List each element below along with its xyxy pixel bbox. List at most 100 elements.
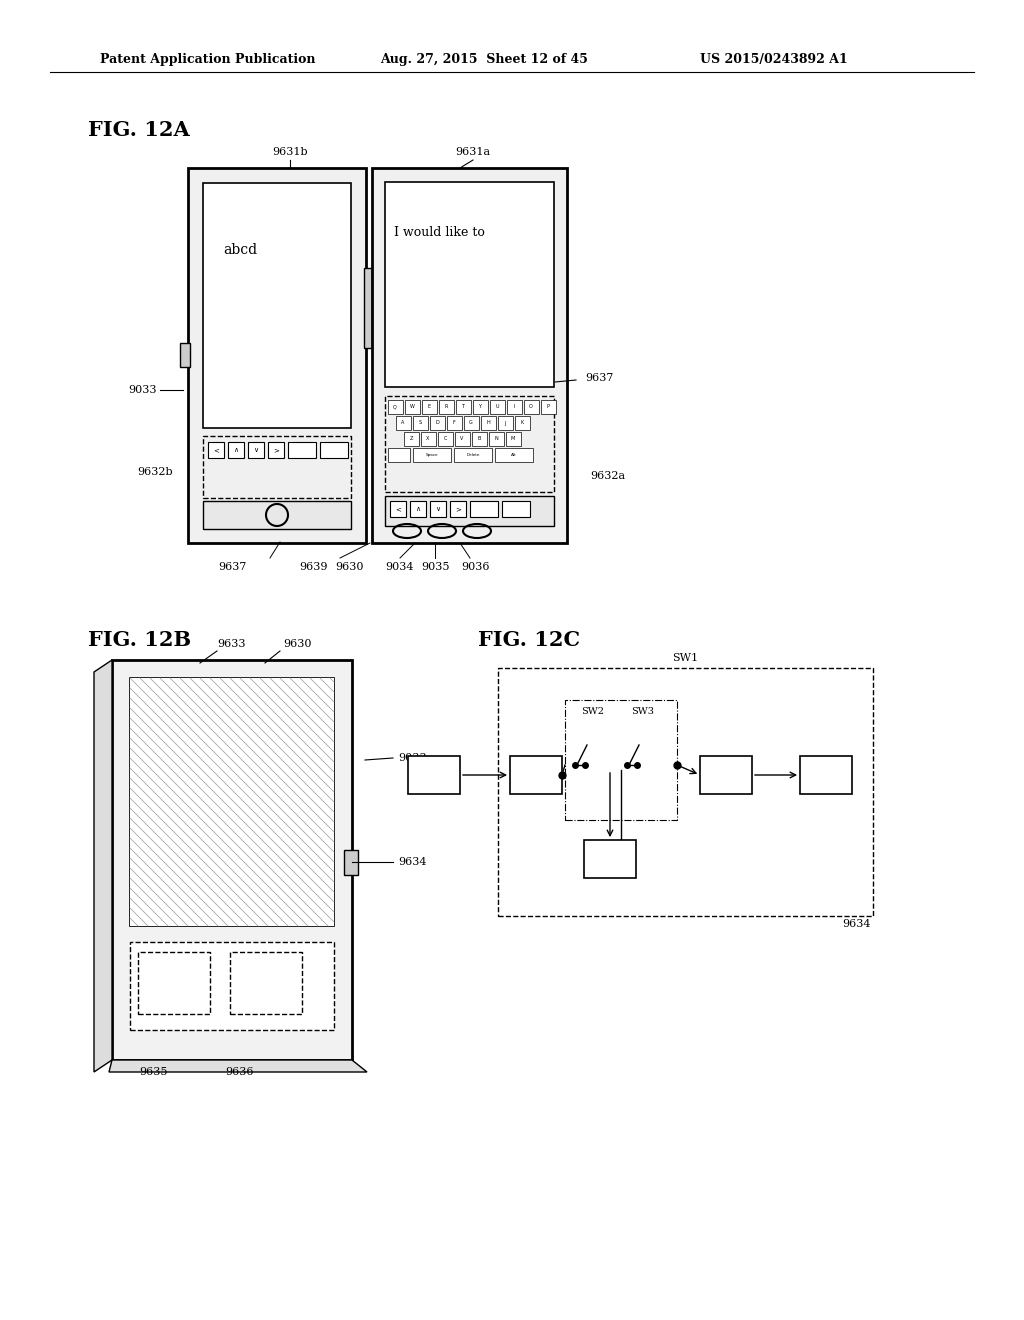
Text: 9036: 9036 (461, 562, 489, 572)
Bar (408, 756, 460, 795)
Text: Aug. 27, 2015  Sheet 12 of 45: Aug. 27, 2015 Sheet 12 of 45 (380, 54, 588, 66)
Text: X: X (426, 437, 430, 441)
Text: 9638: 9638 (712, 770, 740, 780)
Text: ∨: ∨ (253, 447, 259, 453)
Bar (388, 400, 403, 414)
Text: U: U (496, 404, 499, 409)
Text: W: W (410, 404, 415, 409)
Bar (344, 850, 358, 875)
Text: 9636: 9636 (522, 770, 550, 780)
Text: Space: Space (426, 453, 438, 457)
Text: I: I (513, 404, 515, 409)
Bar (430, 416, 445, 430)
Bar (438, 432, 453, 446)
Text: SW3: SW3 (632, 708, 654, 717)
Text: O: O (529, 404, 532, 409)
Bar (248, 442, 264, 458)
Bar (541, 400, 556, 414)
Text: F: F (453, 421, 456, 425)
Bar (230, 952, 302, 1014)
Text: SW2: SW2 (582, 708, 604, 717)
Bar (490, 400, 505, 414)
Bar (410, 502, 426, 517)
Bar (470, 502, 498, 517)
Bar (385, 396, 554, 492)
Bar (502, 502, 530, 517)
Text: 9630: 9630 (284, 639, 312, 649)
Bar (584, 840, 636, 878)
Bar (138, 952, 210, 1014)
Bar (421, 432, 436, 446)
Text: 9635: 9635 (138, 1067, 167, 1077)
Text: D: D (435, 421, 439, 425)
Text: E: E (427, 404, 430, 409)
Text: 9631a: 9631a (456, 147, 490, 157)
Text: R: R (444, 404, 447, 409)
Text: >: > (455, 506, 461, 512)
Text: Alt: Alt (511, 453, 517, 457)
Text: 9034: 9034 (386, 562, 415, 572)
Text: M: M (511, 437, 515, 441)
Bar (450, 502, 466, 517)
Bar (203, 183, 351, 428)
Text: Patent Application Publication: Patent Application Publication (100, 54, 315, 66)
Bar (413, 447, 451, 462)
Polygon shape (94, 660, 112, 1072)
Bar (489, 432, 504, 446)
Bar (203, 502, 351, 529)
Bar (507, 400, 522, 414)
Bar (203, 436, 351, 498)
Text: 9033: 9033 (398, 752, 427, 763)
Bar (268, 442, 284, 458)
Bar (515, 416, 530, 430)
Bar (800, 756, 852, 795)
Text: 9637: 9637 (218, 562, 246, 572)
Bar (510, 756, 562, 795)
Bar (208, 442, 224, 458)
Bar (130, 942, 334, 1030)
Text: 9035: 9035 (421, 562, 450, 572)
Text: 9632b: 9632b (137, 467, 173, 477)
Bar (388, 447, 410, 462)
Text: G: G (469, 421, 473, 425)
Bar (112, 660, 352, 1060)
Bar (439, 400, 454, 414)
Polygon shape (109, 1060, 367, 1072)
Bar (372, 168, 567, 543)
Text: US 2015/0243892 A1: US 2015/0243892 A1 (700, 54, 848, 66)
Bar (700, 756, 752, 795)
Text: A: A (401, 421, 404, 425)
Text: H: H (486, 421, 489, 425)
Text: P: P (547, 404, 550, 409)
Text: 9634: 9634 (398, 857, 427, 867)
Text: Z: Z (410, 437, 413, 441)
Bar (390, 502, 406, 517)
Bar (565, 700, 677, 820)
Text: V: V (461, 437, 464, 441)
Text: <: < (395, 506, 401, 512)
Bar (385, 182, 554, 387)
Text: 9633: 9633 (218, 639, 246, 649)
Bar (406, 400, 420, 414)
Text: >: > (273, 447, 279, 453)
Bar (413, 416, 428, 430)
Bar (454, 447, 492, 462)
Text: 9637: 9637 (585, 374, 613, 383)
Text: B: B (477, 437, 480, 441)
Text: K: K (520, 421, 523, 425)
Text: 9631: 9631 (812, 770, 841, 780)
Text: Q: Q (393, 404, 397, 409)
Text: 9033: 9033 (128, 385, 157, 395)
Text: Y: Y (478, 404, 481, 409)
Bar (456, 400, 471, 414)
Text: S: S (419, 421, 422, 425)
Bar (430, 502, 446, 517)
Text: <: < (213, 447, 219, 453)
Bar (319, 442, 348, 458)
Bar (288, 442, 316, 458)
Text: 9634: 9634 (843, 919, 871, 929)
Bar (422, 400, 437, 414)
Bar (481, 416, 496, 430)
Bar (364, 268, 372, 348)
Bar (464, 416, 479, 430)
